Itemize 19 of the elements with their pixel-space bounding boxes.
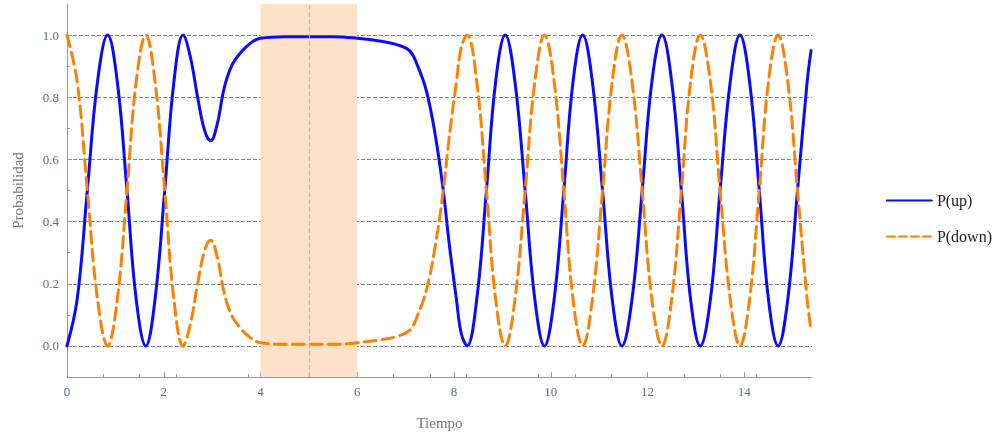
x-tick-label: 6 xyxy=(354,384,362,399)
legend-label: P(up) xyxy=(936,192,973,210)
line-series xyxy=(65,33,813,348)
y-axis-title: Probabilidad xyxy=(9,151,26,229)
x-tick-label: 2 xyxy=(160,384,167,399)
x-tick-label: 12 xyxy=(641,384,655,399)
legend-label: P(down) xyxy=(936,228,992,246)
x-tick-label: 0 xyxy=(63,384,71,399)
x-tick-label: 8 xyxy=(450,384,458,399)
y-tick-label: 0.0 xyxy=(42,338,59,354)
x-tick-label: 4 xyxy=(257,384,265,399)
x-tick-label: 10 xyxy=(544,384,558,399)
y-tick-label: 0.8 xyxy=(42,89,59,105)
y-tick-label: 0.4 xyxy=(42,214,60,230)
y-tick-label: 0.2 xyxy=(42,276,59,292)
x-tick-label: 14 xyxy=(737,384,752,399)
y-tick-label: 1.0 xyxy=(42,27,59,43)
x-axis-title: Tiempo xyxy=(416,414,463,431)
y-tick-label: 0.6 xyxy=(42,151,60,167)
